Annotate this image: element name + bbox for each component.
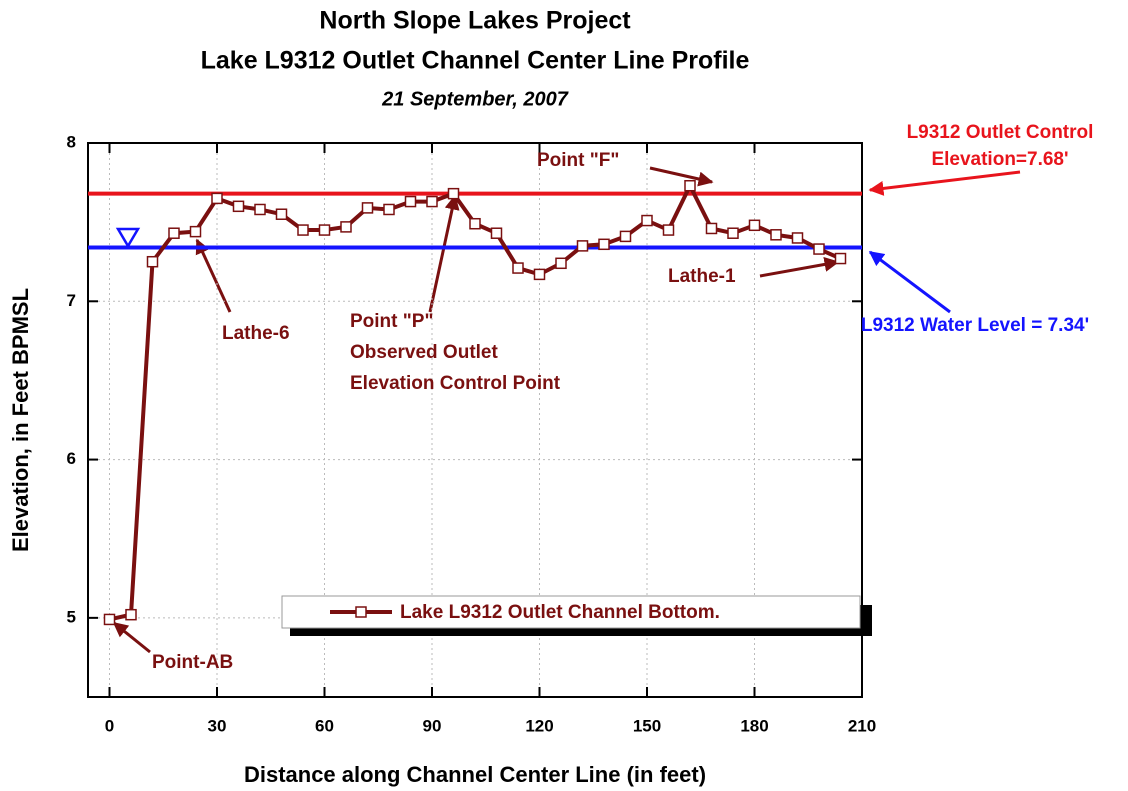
y-tick-label: 5 [67,607,76,626]
chart-title: North Slope Lakes Project [319,7,631,35]
data-point [705,222,718,235]
y-tick-label: 8 [67,132,76,151]
arrow [649,166,714,187]
x-tick-label: 150 [633,716,661,735]
annotation: Point "F" [537,150,619,171]
data-point [103,613,116,626]
data-line [109,181,842,622]
chart-subtitle: Lake L9312 Outlet Channel Center Line Pr… [201,47,750,75]
data-point [469,217,481,230]
x-axis-label: Distance along Channel Center Line (in f… [244,762,706,787]
data-point [727,227,739,239]
x-tick-label: 120 [525,716,553,735]
data-point [813,243,825,255]
annotation: Point-AB [152,652,233,673]
data-point [340,221,352,233]
x-tick-label: 180 [740,716,768,735]
y-tick-label: 6 [67,449,76,468]
reference-label: Elevation=7.68' [931,149,1068,170]
data-point [619,230,632,243]
data-point [146,255,159,268]
arrow [195,238,232,313]
data-point [383,203,395,216]
data-point [211,192,223,205]
data-point [168,227,180,239]
data-point [791,232,804,244]
data-point [361,202,374,214]
data-point [490,227,503,239]
arrow [112,621,151,654]
data-point [533,268,546,281]
y-axis-label: Elevation, in Feet BPMSL [8,288,33,552]
x-tick-label: 0 [105,716,114,735]
legend-label: Lake L9312 Outlet Channel Bottom. [400,602,720,623]
annotation: Elevation Control Point [350,373,561,394]
arrows [112,166,1021,654]
data-point [748,219,761,232]
data-point [576,240,589,252]
data-point [512,262,524,274]
arrow [868,250,951,314]
data-point [834,252,847,265]
data-point [447,187,460,200]
data-point [254,203,266,216]
x-tick-label: 210 [848,716,876,735]
annotation: Point "P" [350,311,433,332]
data-point [318,224,331,236]
data-point [297,224,309,236]
data-point [275,208,288,220]
data-point [770,229,782,241]
data-point [404,195,417,208]
data-point [598,238,610,251]
x-tick-label: 60 [315,716,334,735]
data-point [125,608,137,621]
arrow [759,257,840,278]
legend-swatch [355,606,367,618]
arrow [868,170,1021,196]
water-level-symbol [115,227,141,249]
data-point [189,225,202,238]
annotation: Observed Outlet [350,342,498,363]
annotation: Lathe-1 [668,266,736,287]
data-point [555,257,567,270]
x-tick-label: 90 [423,716,442,735]
plot-frame [87,142,863,698]
reference-label: L9312 Outlet Control [907,122,1094,143]
data-point [232,200,245,213]
data-point [641,214,653,227]
data-point [684,179,696,192]
arrow [428,194,460,313]
y-tick-label: 7 [67,291,76,310]
x-tick-label: 30 [208,716,227,735]
reference-label: L9312 Water Level = 7.34' [861,315,1089,336]
annotation: Lathe-6 [222,323,290,344]
chart-caption: 21 September, 2007 [381,88,569,110]
data-point [662,224,675,236]
data-point [426,195,438,208]
